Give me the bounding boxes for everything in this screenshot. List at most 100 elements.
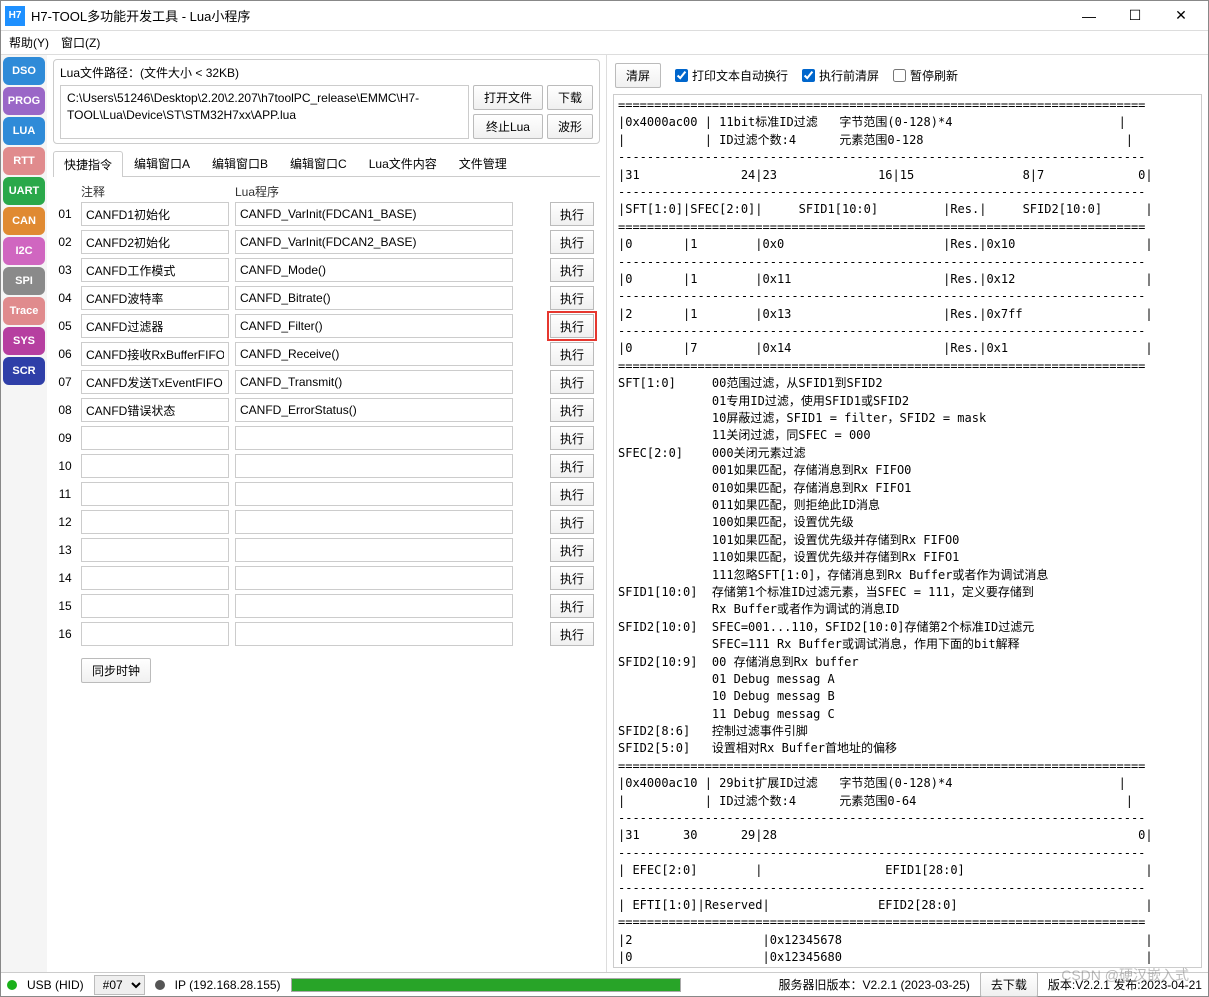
go-download-button[interactable]: 去下载 (980, 972, 1038, 997)
row-index: 12 (53, 515, 77, 529)
close-button[interactable]: ✕ (1158, 1, 1204, 31)
note-input[interactable] (81, 342, 229, 366)
prog-input[interactable] (235, 482, 513, 506)
side-tab-dso[interactable]: DSO (3, 57, 45, 85)
prog-input[interactable] (235, 594, 513, 618)
menu-help[interactable]: 帮助(Y) (9, 34, 49, 51)
prog-input[interactable] (235, 538, 513, 562)
command-row: 10 执行 (53, 454, 600, 478)
device-select[interactable]: #07 (94, 975, 145, 995)
side-tab-spi[interactable]: SPI (3, 267, 45, 295)
tab-4[interactable]: Lua文件内容 (358, 150, 448, 176)
exec-button[interactable]: 执行 (550, 566, 594, 590)
autowrap-checkbox[interactable]: 打印文本自动换行 (675, 67, 788, 84)
prog-input[interactable] (235, 622, 513, 646)
preclear-checkbox[interactable]: 执行前清屏 (802, 67, 879, 84)
exec-button[interactable]: 执行 (550, 370, 594, 394)
prog-input[interactable] (235, 258, 513, 282)
exec-button[interactable]: 执行 (550, 538, 594, 562)
note-input[interactable] (81, 426, 229, 450)
side-tab-can[interactable]: CAN (3, 207, 45, 235)
exec-button[interactable]: 执行 (550, 230, 594, 254)
exec-button[interactable]: 执行 (550, 202, 594, 226)
note-input[interactable] (81, 258, 229, 282)
prog-input[interactable] (235, 398, 513, 422)
side-tab-scr[interactable]: SCR (3, 357, 45, 385)
exec-button[interactable]: 执行 (550, 342, 594, 366)
exec-button[interactable]: 执行 (550, 398, 594, 422)
prog-input[interactable] (235, 370, 513, 394)
row-index: 10 (53, 459, 77, 473)
row-index: 05 (53, 319, 77, 333)
tab-2[interactable]: 编辑窗口B (201, 150, 279, 176)
exec-button[interactable]: 执行 (550, 510, 594, 534)
note-input[interactable] (81, 454, 229, 478)
note-input[interactable] (81, 566, 229, 590)
command-row: 05 执行 (53, 314, 600, 338)
command-row: 06执行 (53, 342, 600, 366)
row-index: 08 (53, 403, 77, 417)
prog-input[interactable] (235, 454, 513, 478)
file-box: Lua文件路径：(文件大小 < 32KB) C:\Users\51246\Des… (53, 59, 600, 144)
exec-button[interactable]: 执行 (550, 426, 594, 450)
status-bar: USB (HID) #07 IP (192.168.28.155) 服务器旧版本… (1, 972, 1208, 996)
file-path-input[interactable]: C:\Users\51246\Desktop\2.20\2.207\h7tool… (60, 85, 469, 139)
usb-status-icon (7, 980, 17, 990)
clear-button[interactable]: 清屏 (615, 63, 661, 88)
tab-5[interactable]: 文件管理 (448, 150, 518, 176)
command-row: 11 执行 (53, 482, 600, 506)
note-input[interactable] (81, 538, 229, 562)
note-input[interactable] (81, 230, 229, 254)
maximize-button[interactable]: ☐ (1112, 1, 1158, 31)
side-tabs: DSOPROGLUARTTUARTCANI2CSPITraceSYSSCR (1, 55, 47, 972)
prog-input[interactable] (235, 426, 513, 450)
tab-3[interactable]: 编辑窗口C (279, 150, 358, 176)
exec-button[interactable]: 执行 (550, 622, 594, 646)
exec-button[interactable]: 执行 (550, 482, 594, 506)
prog-input[interactable] (235, 566, 513, 590)
note-input[interactable] (81, 594, 229, 618)
prog-input[interactable] (235, 230, 513, 254)
note-input[interactable] (81, 286, 229, 310)
side-tab-lua[interactable]: LUA (3, 117, 45, 145)
exec-button[interactable]: 执行 (550, 454, 594, 478)
row-index: 07 (53, 375, 77, 389)
side-tab-trace[interactable]: Trace (3, 297, 45, 325)
side-tab-i2c[interactable]: I2C (3, 237, 45, 265)
exec-button[interactable]: 执行 (550, 258, 594, 282)
prog-input[interactable] (235, 202, 513, 226)
prog-input[interactable] (235, 510, 513, 534)
exec-button[interactable]: 执行 (550, 314, 594, 338)
note-input[interactable] (81, 510, 229, 534)
side-tab-uart[interactable]: UART (3, 177, 45, 205)
tab-0[interactable]: 快捷指令 (53, 151, 123, 177)
note-input[interactable] (81, 370, 229, 394)
row-index: 11 (53, 487, 77, 501)
command-row: 03执行 (53, 258, 600, 282)
sync-clock-button[interactable]: 同步时钟 (81, 658, 151, 683)
side-tab-rtt[interactable]: RTT (3, 147, 45, 175)
pause-checkbox[interactable]: 暂停刷新 (893, 67, 958, 84)
note-input[interactable] (81, 314, 229, 338)
note-input[interactable] (81, 398, 229, 422)
minimize-button[interactable]: — (1066, 1, 1112, 31)
menu-window[interactable]: 窗口(Z) (61, 34, 100, 51)
prog-input[interactable] (235, 342, 513, 366)
note-input[interactable] (81, 622, 229, 646)
command-row: 16执行 (53, 622, 600, 646)
note-input[interactable] (81, 202, 229, 226)
console-output[interactable]: ========================================… (613, 94, 1202, 968)
tab-1[interactable]: 编辑窗口A (123, 150, 201, 176)
exec-button[interactable]: 执行 (550, 286, 594, 310)
prog-input[interactable] (235, 314, 513, 338)
prog-input[interactable] (235, 286, 513, 310)
exec-button[interactable]: 执行 (550, 594, 594, 618)
side-tab-sys[interactable]: SYS (3, 327, 45, 355)
stop-lua-button[interactable]: 终止Lua (473, 114, 543, 139)
download-button[interactable]: 下载 (547, 85, 593, 110)
open-file-button[interactable]: 打开文件 (473, 85, 543, 110)
wave-button[interactable]: 波形 (547, 114, 593, 139)
command-row: 15执行 (53, 594, 600, 618)
side-tab-prog[interactable]: PROG (3, 87, 45, 115)
note-input[interactable] (81, 482, 229, 506)
